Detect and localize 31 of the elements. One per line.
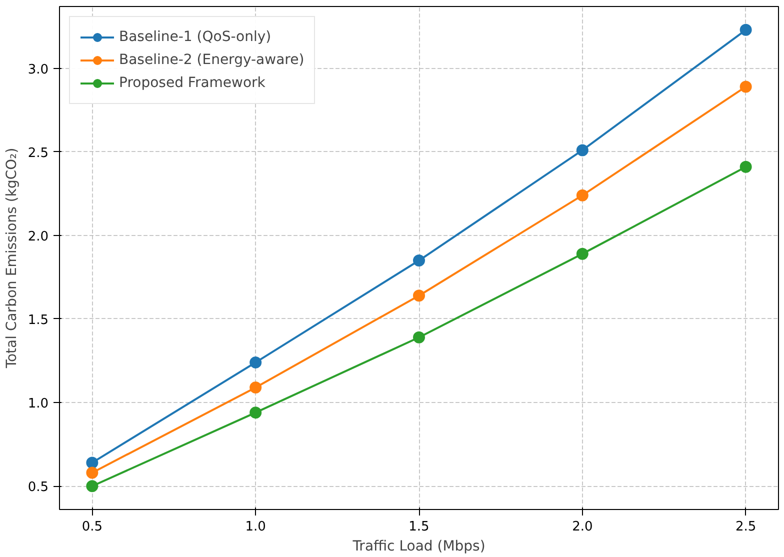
- point: [413, 254, 425, 266]
- point: [576, 144, 588, 156]
- x-tick-label: 1.0: [245, 520, 266, 534]
- legend-label: Proposed Framework: [119, 75, 266, 91]
- x-tick-label: 2.5: [735, 520, 756, 534]
- point: [250, 406, 262, 419]
- y-tick-label: 0.5: [28, 480, 49, 496]
- legend-label: Baseline-1 (QoS-only): [119, 29, 272, 45]
- point: [86, 480, 98, 492]
- point: [413, 331, 425, 344]
- y-tick-label: 3.0: [28, 62, 49, 78]
- legend-label: Baseline-2 (Energy-aware): [119, 52, 304, 68]
- point: [576, 248, 588, 260]
- point: [250, 382, 262, 394]
- x-axis-title: Traffic Load (Mbps): [352, 538, 486, 554]
- point: [250, 356, 262, 368]
- point: [740, 24, 752, 36]
- point: [740, 80, 752, 93]
- x-tick-label: 2.0: [572, 520, 593, 534]
- y-axis-title: Total Carbon Emissions (kgCO₂): [4, 148, 20, 370]
- point: [86, 466, 98, 479]
- y-tick-label: 1.0: [28, 396, 49, 412]
- x-tick-label: 1.5: [408, 520, 430, 534]
- y-tick-label: 1.5: [28, 312, 49, 328]
- point: [413, 290, 425, 302]
- y-tick-label: 2.5: [28, 146, 49, 161]
- point: [576, 189, 588, 202]
- point: [740, 160, 752, 173]
- x-tick-label: 0.5: [82, 520, 103, 534]
- y-tick-label: 2.0: [28, 229, 49, 244]
- point: [86, 456, 98, 469]
